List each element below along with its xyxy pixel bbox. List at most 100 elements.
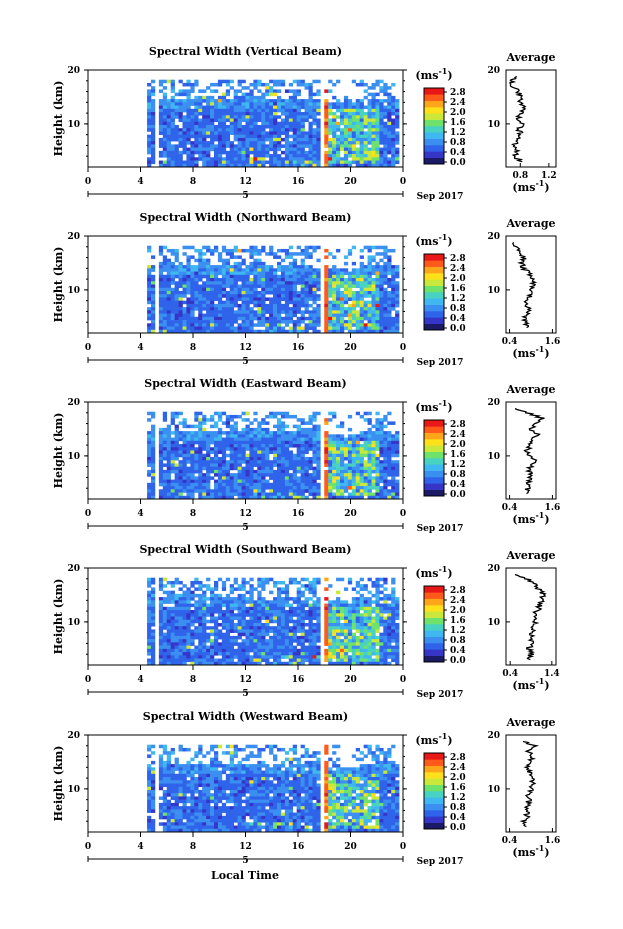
heatmap-cell xyxy=(221,268,227,272)
heatmap-cell xyxy=(332,284,337,289)
heatmap-cell xyxy=(194,479,199,484)
heatmap-cell xyxy=(387,112,392,116)
heatmap-cell xyxy=(371,466,376,471)
heatmap-cell xyxy=(147,274,152,279)
heatmap-cell xyxy=(288,444,294,448)
heatmap-cell xyxy=(257,128,262,132)
heatmap-cell xyxy=(198,261,203,266)
heatmap-cell xyxy=(324,326,329,331)
heatmap-cell xyxy=(190,326,195,331)
heatmap-cell xyxy=(300,418,305,422)
heatmap-cell xyxy=(182,489,187,493)
heatmap-cell xyxy=(237,290,242,295)
heatmap-cell xyxy=(304,157,309,161)
heatmap-cell xyxy=(351,154,357,158)
heatmap-cell xyxy=(206,281,211,285)
heatmap-cell xyxy=(308,486,313,490)
heatmap-cell xyxy=(332,326,337,331)
heatmap-cell xyxy=(265,450,270,455)
heatmap-cell xyxy=(355,294,360,298)
heatmap-cell xyxy=(158,294,164,298)
heatmap-cell xyxy=(265,427,270,432)
heatmap-cell xyxy=(241,316,246,321)
heatmap-cell xyxy=(210,303,215,308)
heatmap-cell xyxy=(162,131,168,135)
heatmap-cell xyxy=(347,271,353,276)
heatmap-cell xyxy=(253,456,258,461)
heatmap-cell xyxy=(308,281,313,285)
heatmap-cell xyxy=(304,450,309,455)
heatmap-cell xyxy=(151,580,156,585)
heatmap-cell xyxy=(300,274,305,279)
heatmap-cell xyxy=(383,121,388,126)
heatmap-cell xyxy=(300,121,305,126)
heatmap-cell xyxy=(324,316,329,321)
heatmap-cell xyxy=(233,655,238,659)
heatmap-cell xyxy=(296,141,301,145)
heatmap-cell xyxy=(367,118,372,123)
heatmap-cell xyxy=(379,99,384,103)
heatmap-cell xyxy=(292,444,297,448)
heatmap-cell xyxy=(237,99,242,103)
heatmap-cell xyxy=(237,271,242,276)
heatmap-cell xyxy=(367,463,372,467)
heatmap-cell xyxy=(198,463,203,467)
average-frame xyxy=(505,69,557,168)
heatmap-cell xyxy=(202,300,207,305)
heatmap-cell xyxy=(340,424,345,429)
heatmap-cell xyxy=(166,645,171,650)
heatmap-cell xyxy=(214,447,219,451)
heatmap-cell xyxy=(174,486,179,490)
heatmap-cell xyxy=(296,160,301,165)
heatmap-cell xyxy=(214,157,219,161)
heatmap-cell xyxy=(257,271,262,276)
heatmap-cell xyxy=(253,303,258,308)
heatmap-cell xyxy=(214,271,219,276)
heatmap-cell xyxy=(202,150,207,155)
heatmap-cell xyxy=(269,300,274,305)
heatmap-cell xyxy=(237,157,242,161)
heatmap-cell xyxy=(336,141,341,145)
heatmap-cell xyxy=(300,147,305,152)
heatmap-cell xyxy=(269,131,274,135)
heatmap-cell xyxy=(170,150,175,155)
heatmap-cell xyxy=(241,118,246,123)
heatmap-cell xyxy=(202,307,207,311)
heatmap-cell xyxy=(324,307,329,311)
heatmap-cell xyxy=(194,616,199,621)
heatmap-cell xyxy=(214,619,219,624)
y-tick-label: 20 xyxy=(67,232,80,242)
heatmap-cell xyxy=(241,128,246,132)
heatmap-cell xyxy=(308,418,313,422)
heatmap-cell xyxy=(355,411,360,416)
heatmap-cell xyxy=(166,323,171,327)
heatmap-cell xyxy=(186,134,191,139)
heatmap-cell xyxy=(273,460,278,464)
heatmap-cell xyxy=(375,102,380,106)
heatmap-cell xyxy=(233,137,238,142)
heatmap-cell xyxy=(158,326,164,331)
heatmap-cell xyxy=(363,329,368,334)
heatmap-cell xyxy=(206,297,211,301)
heatmap-cell xyxy=(241,281,246,285)
heatmap-cell xyxy=(202,157,207,161)
heatmap-cell xyxy=(383,128,388,132)
heatmap-cell xyxy=(170,278,175,282)
heatmap-cell xyxy=(166,610,171,614)
heatmap-cell xyxy=(206,271,211,276)
heatmap-cell xyxy=(324,440,329,445)
heatmap-cell xyxy=(198,639,203,643)
heatmap-cell xyxy=(217,635,223,640)
heatmap-cell xyxy=(288,316,294,321)
heatmap-cell xyxy=(379,147,384,152)
heatmap-cell xyxy=(312,154,317,158)
heatmap-cell xyxy=(182,479,187,484)
heatmap-cell xyxy=(170,307,175,311)
heatmap-cell xyxy=(174,150,179,155)
heatmap-cell xyxy=(221,466,227,471)
heatmap-cell xyxy=(206,287,211,292)
heatmap-cell xyxy=(170,79,175,84)
heatmap-cell xyxy=(174,147,179,152)
heatmap-cell xyxy=(249,163,254,168)
heatmap-cell xyxy=(308,144,313,148)
